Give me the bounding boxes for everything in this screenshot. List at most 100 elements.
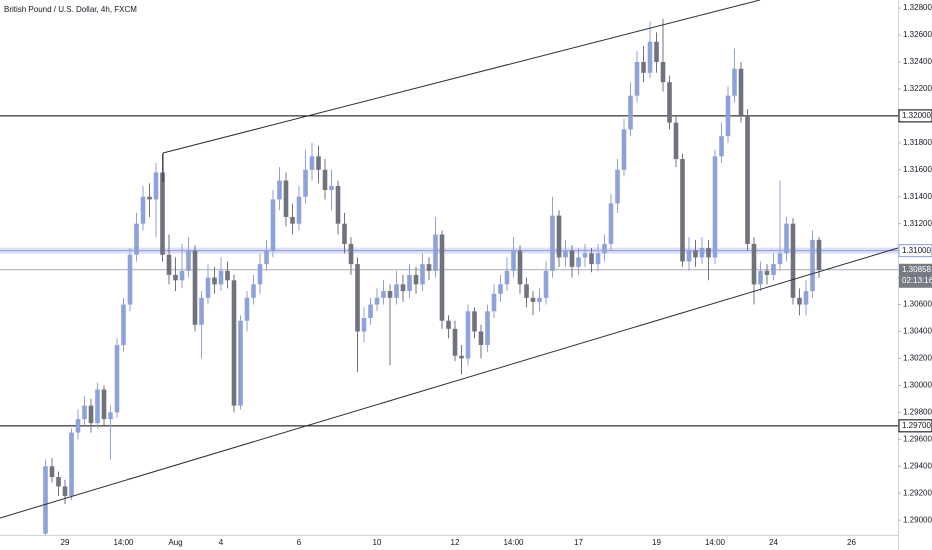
candle-body [166,254,172,275]
candle-body [303,169,308,197]
candle-body [147,196,152,200]
candle-body [127,254,133,305]
time-axis [0,535,898,550]
y-tick-label: 1.31600 [903,165,932,174]
candle-body [400,284,406,292]
y-tick-label: 1.30600 [903,300,932,309]
candle-body [556,215,562,258]
candle-body [140,196,146,224]
candle-body [420,264,425,285]
candle-body [595,253,601,265]
candle-body [407,274,412,292]
candle-body [257,264,263,285]
candle-body [439,234,445,321]
candle-body [543,270,549,298]
candle-body [673,122,679,160]
candle-body [777,253,783,265]
candle-body [446,320,451,329]
candle-body [615,169,620,204]
channel-upper [162,0,761,154]
candle-body [264,250,269,265]
candle-body [394,284,399,298]
x-tick-label: 6 [297,538,302,547]
candle-body [244,297,250,321]
x-tick-label: 12 [451,538,460,547]
candle-body [745,115,750,244]
candle-body [342,223,347,244]
x-tick-label: 29 [61,538,70,547]
y-tick-label: 1.29000 [903,515,932,524]
x-tick-label: 19 [652,538,661,547]
candle-body [576,257,581,267]
candle-body [517,250,523,285]
candle-body [49,466,55,478]
candle-body [62,486,68,496]
level-box [898,419,932,433]
candle-body [524,284,529,298]
y-tick-label: 1.32200 [903,84,932,93]
candle-body [433,234,438,271]
y-tick-label: 1.30200 [903,354,932,363]
candle-body [621,129,627,170]
candle-body [108,412,113,420]
candle-body [95,389,100,424]
candle-body [569,250,575,267]
candle-body [706,247,711,258]
level-label: 1.32000 [902,111,931,120]
candle-body [231,280,237,406]
candle-body [374,297,380,305]
candle-body [199,297,204,325]
x-tick-label: 17 [574,538,583,547]
candle-body [355,264,360,332]
candle-body [602,243,607,254]
candle-body [82,405,87,420]
y-tick-label: 1.29400 [903,461,932,470]
candle-body [589,253,594,265]
candle-body [316,156,321,170]
candle-body [647,41,653,73]
candle-body [121,304,126,345]
candle-body [465,311,471,359]
candle-body [153,172,159,200]
y-tick-label: 1.30000 [903,381,932,390]
countdown-label: 02:13:16 [902,276,932,285]
x-tick-label: 10 [373,538,382,547]
candle-body [660,61,666,83]
candle-body [387,291,393,298]
y-tick-label: 1.31800 [903,138,932,147]
candle-body [810,239,815,292]
candle-body [192,250,198,325]
level-box [898,244,932,258]
candle-body [654,41,659,62]
candle-body [225,270,230,281]
candle-body [491,293,497,312]
x-tick-label: 4 [219,538,224,547]
candle-body [251,284,256,298]
candle-body [712,156,718,258]
candle-body [550,215,555,271]
candle-body [641,61,646,73]
candle-body [803,291,809,305]
candle-body [764,270,770,275]
candle-body [212,277,217,285]
candle-body [329,185,334,191]
last-price-box [899,263,932,288]
candle-body [790,223,796,298]
candle-body [628,95,633,130]
chart-title: British Pound / U.S. Dollar, 4h, FXCM [4,5,137,14]
candle-body [309,156,315,170]
candle-body [69,432,74,496]
candle-body [472,311,477,332]
candle-body [56,477,61,487]
candle-body [186,250,191,271]
y-tick-label: 1.32800 [903,3,932,12]
candle-body [485,311,490,345]
candle-body [101,389,107,420]
candle-body [582,253,588,258]
candle-body [563,250,568,258]
candle-body [758,270,763,285]
y-tick-label: 1.31400 [903,192,932,201]
candle-body [537,297,542,302]
